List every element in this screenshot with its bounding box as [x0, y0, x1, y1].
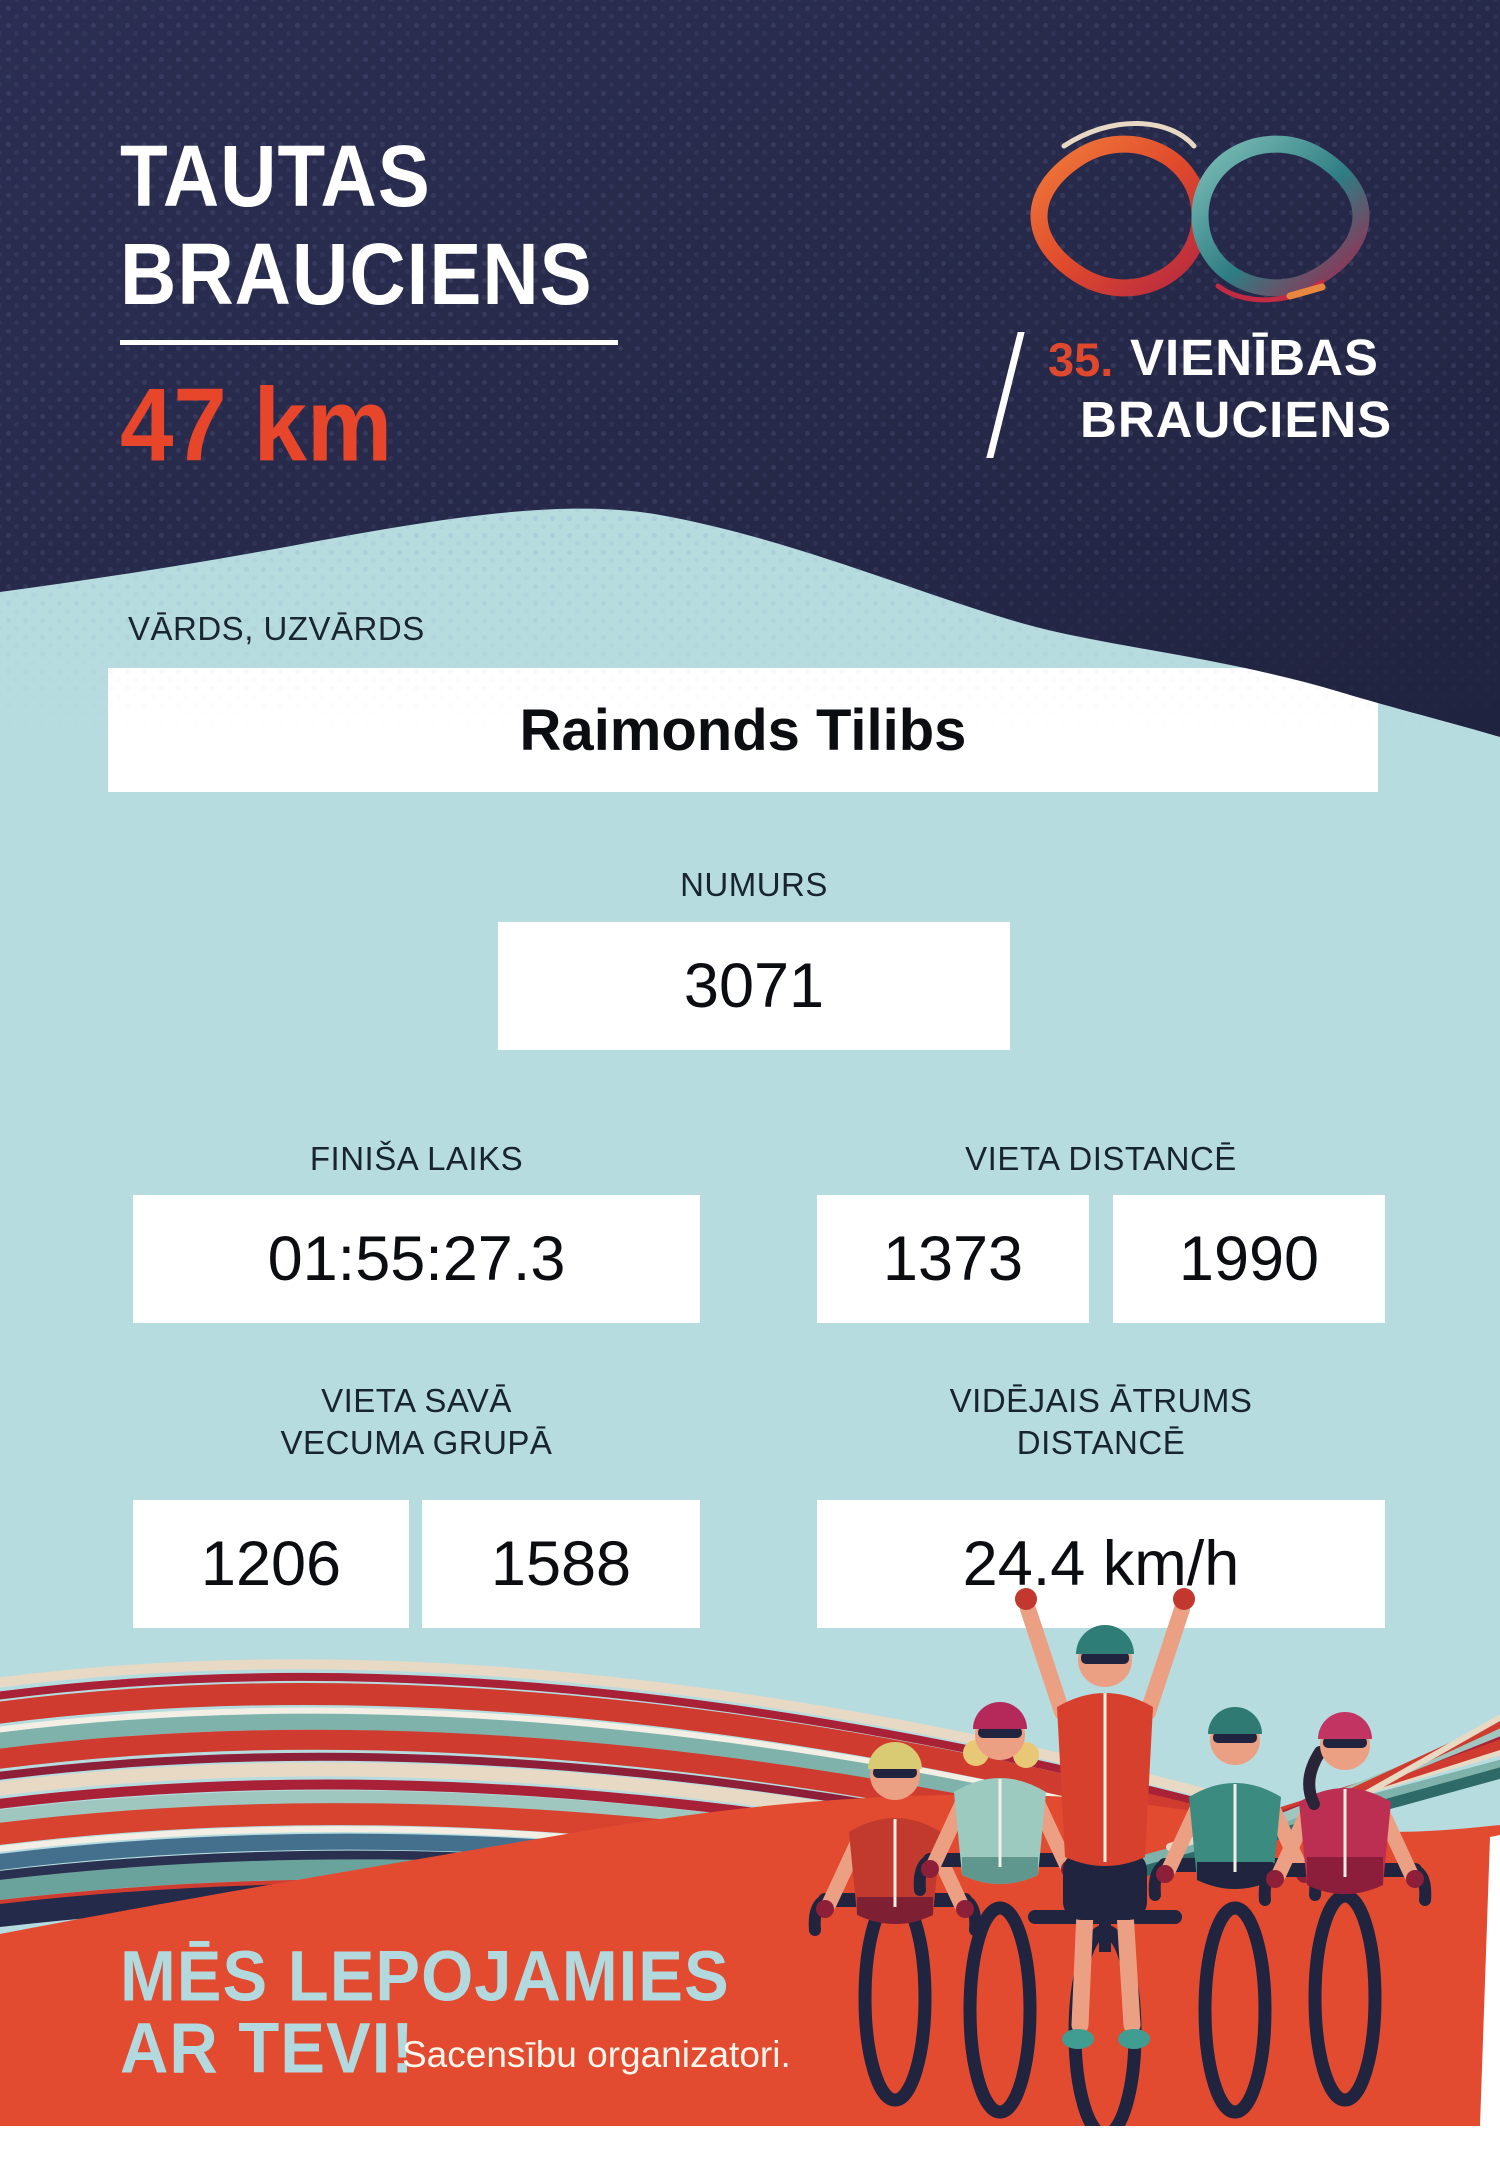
age-group-place: 1206 [200, 1529, 342, 1599]
bottom-margin [0, 2126, 1500, 2167]
place-distance-place: 1373 [882, 1224, 1024, 1294]
footer-message-line1: MĒS LEPOJAMIES [120, 1936, 730, 2017]
age-group-label-line1: VIETA SAVĀ [321, 1382, 512, 1419]
name-label: VĀRDS, UZVĀRDS [128, 610, 425, 647]
avg-speed-label-line1: VIDĒJAIS ĀTRUMS [949, 1382, 1253, 1419]
cyclist-woman-right [1258, 1712, 1432, 2107]
finish-time-value-box: 01:55:27.3 [133, 1195, 700, 1323]
footer-message-line2: AR TEVI! [120, 2008, 415, 2089]
place-distance-label: VIETA DISTANCĒ [965, 1140, 1237, 1177]
footer-signature: Sacensību organizatori. [402, 2034, 791, 2075]
name-value-box: Raimonds Tilibs [108, 668, 1378, 792]
event-title-line1: TAUTAS [120, 126, 431, 225]
name-value: Raimonds Tilibs [519, 697, 967, 763]
avg-speed-value: 24.4 km/h [962, 1529, 1240, 1599]
finish-time-value: 01:55:27.3 [267, 1224, 566, 1294]
event-title-line2: BRAUCIENS [120, 224, 593, 323]
logo-edition: 35. [1048, 333, 1114, 386]
infinity-loop-icon [1030, 121, 1370, 303]
logo-name-line2: BRAUCIENS [1080, 391, 1393, 448]
number-value-box: 3071 [498, 922, 1010, 1050]
avg-speed-label: VIDĒJAIS ĀTRUMS DISTANCĒ [817, 1380, 1385, 1464]
number-label: NUMURS [680, 866, 828, 903]
avg-speed-label-line2: DISTANCĒ [1016, 1424, 1186, 1462]
number-value: 3071 [683, 951, 825, 1021]
age-group-label: VIETA SAVĀ VECUMA GRUPĀ [133, 1380, 700, 1464]
cyclist-left [808, 1742, 982, 2107]
event-distance: 47 km [120, 367, 393, 484]
right-margin [1480, 1835, 1500, 2126]
cyclist-right [1148, 1707, 1322, 2119]
age-group-total: 1588 [490, 1529, 632, 1599]
cyclist-woman-left [913, 1702, 1087, 2119]
age-group-place-box: 1206 [133, 1500, 409, 1628]
avg-speed-value-box: 24.4 km/h [817, 1500, 1385, 1628]
age-group-total-box: 1588 [422, 1500, 700, 1628]
place-distance-total: 1990 [1178, 1224, 1320, 1294]
right-streaks [1124, 1714, 1500, 1881]
cyclist-winner [1015, 1588, 1195, 2142]
place-distance-total-box: 1990 [1113, 1195, 1385, 1323]
age-group-label-line2: VECUMA GRUPĀ [280, 1424, 553, 1462]
finish-time-label: FINIŠA LAIKS [309, 1140, 524, 1177]
title-divider [120, 340, 618, 345]
logo-slash [986, 332, 1025, 458]
place-distance-place-box: 1373 [817, 1195, 1089, 1323]
logo-name-line1: VIENĪBAS [1130, 329, 1379, 386]
